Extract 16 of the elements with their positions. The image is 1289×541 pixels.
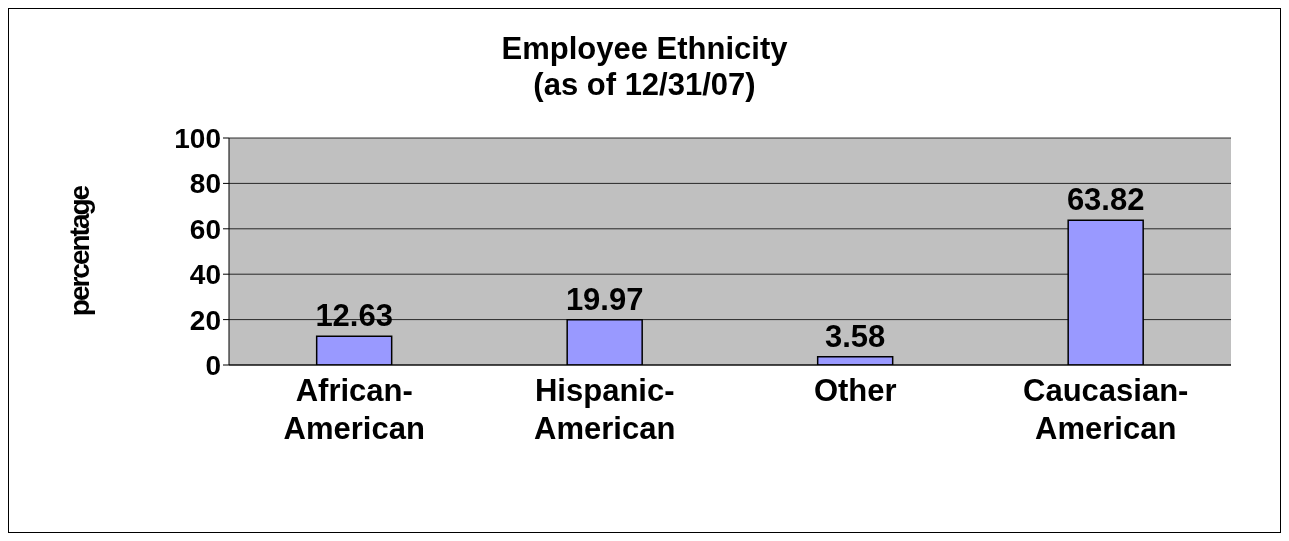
x-tick-label: African-American [283, 373, 425, 446]
y-axis-title: percentage [63, 185, 95, 317]
x-tick-label: Hispanic-American [534, 373, 676, 446]
chart-subtitle: (as of 12/31/07) [532, 67, 757, 103]
x-tick-label: Other [813, 373, 897, 408]
data-label: 19.97 [565, 281, 644, 317]
y-tick-label: 100 [174, 122, 221, 154]
data-label: 63.82 [1066, 182, 1145, 218]
y-tick-label: 40 [189, 259, 221, 291]
x-tick-label: Caucasian-American [1023, 373, 1189, 446]
y-tick-label: 20 [189, 304, 221, 336]
y-tick-label: 60 [189, 213, 221, 245]
y-tick-label: 80 [189, 168, 221, 200]
data-label: 3.58 [825, 318, 886, 354]
y-tick-label: 0 [205, 349, 221, 381]
chart-title: Employee Ethnicity [500, 31, 789, 67]
